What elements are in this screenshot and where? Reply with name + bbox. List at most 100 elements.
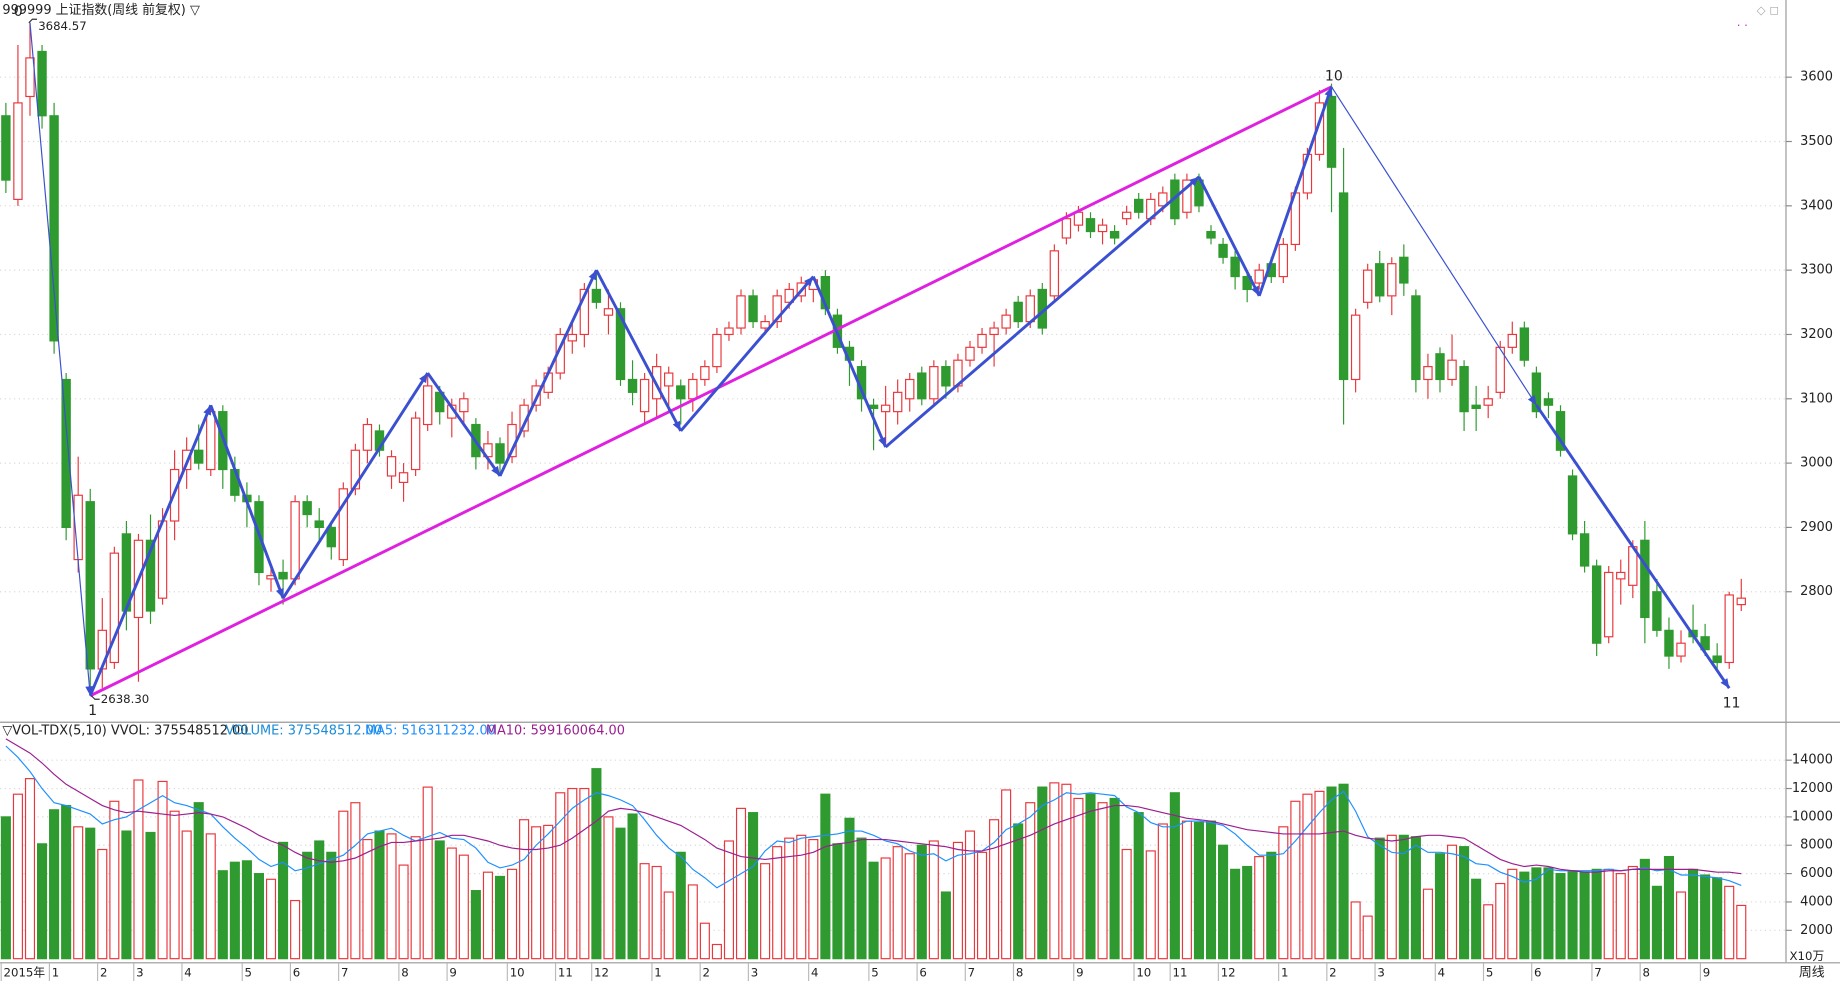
x-tick-label: 8 <box>401 965 408 979</box>
volume-bar <box>386 833 397 960</box>
volume-bar <box>229 861 240 960</box>
volume-bar <box>338 810 349 960</box>
x-tick-label: 5 <box>1486 965 1493 979</box>
x-tick-label: 4 <box>811 965 818 979</box>
volume-bar <box>374 830 385 960</box>
candle-body <box>338 488 349 561</box>
volume-bar <box>952 841 963 960</box>
candle-body <box>422 385 433 426</box>
x-tick-label: 2 <box>703 965 710 979</box>
candle-body <box>1591 565 1602 644</box>
y-tick-label: 3000 <box>1800 456 1833 471</box>
x-tick-label: 10 <box>510 965 525 979</box>
chart-title: 999999 上证指数(周线 前复权) ▽ <box>2 2 200 18</box>
volume-bar <box>169 810 180 960</box>
volume-bar <box>940 891 951 960</box>
volume-bar <box>326 851 337 960</box>
x-tick-label: 3 <box>136 965 143 979</box>
volume-bar <box>1712 877 1723 960</box>
candle-body <box>1218 243 1228 258</box>
candle-body <box>326 526 336 548</box>
candle-body <box>145 539 156 612</box>
wave-line <box>595 269 683 432</box>
candle-body <box>37 50 47 117</box>
volume-bar <box>1446 844 1458 960</box>
wave-line <box>426 372 502 477</box>
candle-body <box>615 308 626 381</box>
volume-bar <box>868 861 879 960</box>
volume-bar <box>1073 797 1084 960</box>
volume-title: ▽VOL-TDX(5,10) VVOL: 375548512.00 <box>2 724 248 739</box>
volume-bar <box>1434 853 1446 960</box>
candle-body <box>760 321 770 329</box>
wave-arrow <box>804 276 814 287</box>
x-tick-label: 9 <box>449 965 456 979</box>
wave-line <box>1197 176 1261 297</box>
volume-bar <box>675 851 686 960</box>
volume-bar <box>748 812 759 960</box>
wave-line <box>209 404 285 599</box>
x-tick-label: 2 <box>100 965 107 979</box>
candle-body <box>1230 256 1240 278</box>
x-tick-label: 9 <box>1703 965 1710 979</box>
wave-arrow <box>588 270 597 281</box>
candle-body <box>495 443 505 464</box>
candle-body <box>1121 211 1132 220</box>
volume-bar <box>832 843 843 960</box>
volume-bar <box>711 943 722 960</box>
volume-bar <box>1121 848 1132 960</box>
volume-bar <box>12 793 23 960</box>
volume-bar <box>1700 874 1711 960</box>
x-tick-label: 10 <box>1136 965 1151 979</box>
x-tick-label: 8 <box>1016 965 1023 979</box>
candle-body <box>157 520 168 599</box>
wave-arrow <box>878 436 886 448</box>
candle-body <box>1483 398 1493 406</box>
candle-body <box>1206 230 1216 239</box>
y-tick-label: 14000 <box>1792 753 1833 768</box>
candle-body <box>736 295 746 329</box>
candle-body <box>784 288 794 303</box>
volume-bar <box>603 816 614 960</box>
volume-bar <box>555 792 566 960</box>
x-tick-label: 2 <box>1329 965 1336 979</box>
volume-bar <box>482 871 493 960</box>
leader <box>28 18 38 24</box>
candle-body <box>1700 636 1710 651</box>
x-tick-label: 7 <box>341 965 348 979</box>
volume-bar <box>820 793 831 960</box>
volume-bar <box>434 840 445 960</box>
x-tick-label: 1 <box>654 965 661 979</box>
volume-bar <box>241 860 252 960</box>
wave-label: 11 <box>1723 695 1741 711</box>
candle-body <box>1338 192 1349 381</box>
volume-bar <box>1675 891 1687 960</box>
volume-bar <box>36 843 48 960</box>
candle-body <box>868 404 879 410</box>
y-tick-label: 3400 <box>1800 198 1833 213</box>
candle-body <box>1507 333 1517 348</box>
x-tick-label: 11 <box>1173 965 1188 979</box>
volume-bar <box>1169 792 1180 960</box>
volume-bar <box>1145 850 1156 960</box>
candle-body <box>929 366 939 400</box>
y-tick-label: 10000 <box>1792 809 1833 824</box>
wave-line <box>1535 404 1731 690</box>
volume-bar <box>1627 865 1638 960</box>
candle-body <box>700 366 710 381</box>
volume-bar <box>1097 802 1108 960</box>
volume-bar <box>1254 856 1265 960</box>
x-tick-label: 12 <box>594 965 609 979</box>
volume-bar <box>1302 793 1313 960</box>
volume-bar <box>856 837 867 960</box>
candle-body <box>1375 263 1385 297</box>
x-tick-label: 6 <box>919 965 926 979</box>
candle-body <box>688 378 698 400</box>
window-icons[interactable]: ◇ ◻ <box>1757 3 1779 17</box>
wave-label: 10 <box>1325 68 1343 84</box>
candle-body <box>712 333 722 368</box>
candle-body <box>627 378 638 393</box>
volume-bar <box>1157 823 1168 960</box>
candle-body <box>892 391 903 413</box>
